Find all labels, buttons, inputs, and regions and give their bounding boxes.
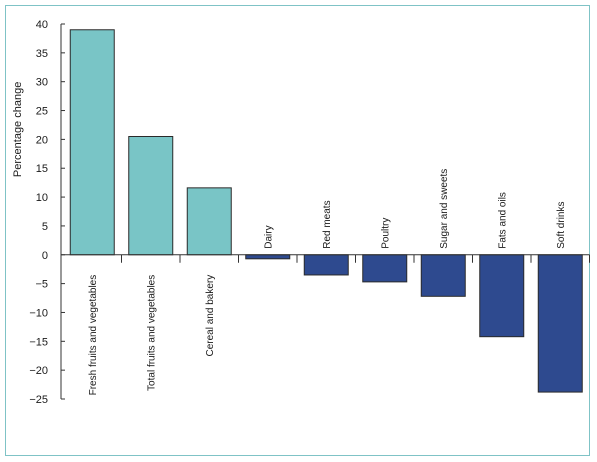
category-label: Soft drinks	[556, 202, 567, 249]
bar-chart: Percentage change 40 35 30 25 20 15 10 5 0 −5 −10 −…	[12, 19, 590, 406]
bar	[420, 254, 466, 297]
category-labels: Fresh fruits and vegetables Total fruits …	[88, 169, 567, 396]
bar	[128, 136, 174, 256]
category-label: Red meats	[322, 200, 333, 248]
y-tick-label: −15	[29, 336, 48, 348]
y-tick-label: 15	[36, 163, 48, 175]
category-label: Fats and oils	[498, 192, 509, 249]
y-tick-label: 10	[36, 192, 48, 204]
category-label: Cereal and bakery	[205, 275, 216, 357]
y-tick-label: −25	[29, 394, 48, 406]
y-tick-label: 40	[36, 19, 48, 31]
y-tick-label: 35	[36, 48, 48, 60]
bars	[69, 29, 583, 393]
category-label: Sugar and sweets	[439, 169, 450, 249]
y-tick-label: 25	[36, 106, 48, 118]
y-tick-label: 20	[36, 134, 48, 146]
bar	[479, 254, 525, 338]
y-tick-label: −20	[29, 365, 48, 377]
bar	[362, 254, 408, 283]
y-axis: 40 35 30 25 20 15 10 5 0 −5 −10 −15 −20 −25	[29, 19, 65, 406]
y-tick-label: −10	[29, 307, 48, 319]
y-tick-label: 5	[42, 221, 48, 233]
category-label: Total fruits and vegetables	[147, 275, 158, 391]
bar	[303, 254, 349, 276]
y-tick-label: 30	[36, 77, 48, 89]
bar	[245, 254, 291, 260]
category-label: Poultry	[381, 218, 392, 249]
chart-frame: Percentage change 40 35 30 25 20 15 10 5 0 −5 −10 −…	[5, 5, 590, 456]
bar	[69, 29, 115, 256]
y-axis-title: Percentage change	[12, 82, 24, 177]
y-tick-label: −5	[35, 279, 48, 291]
category-label: Fresh fruits and vegetables	[88, 275, 99, 396]
x-axis	[61, 254, 590, 263]
bar	[186, 187, 232, 256]
bar	[537, 254, 583, 393]
category-label: Dairy	[264, 225, 275, 248]
y-tick-label: 0	[42, 250, 48, 262]
